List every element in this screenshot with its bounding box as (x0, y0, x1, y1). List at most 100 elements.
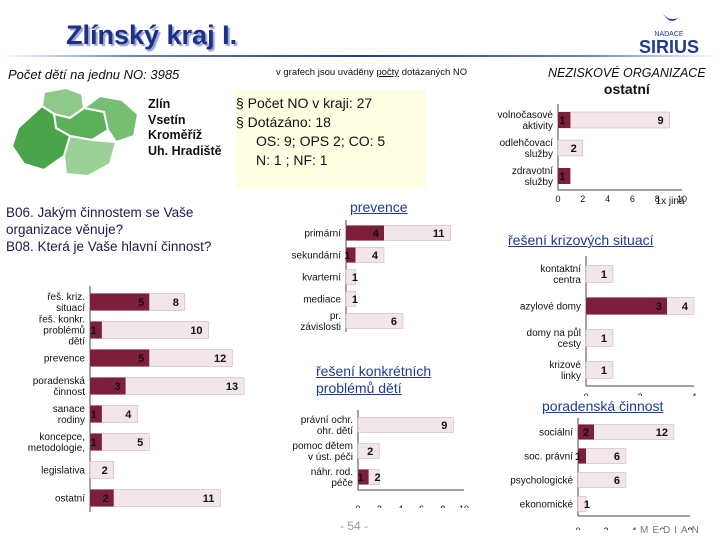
category-label: náhr. rod. péče (311, 467, 354, 489)
category-label: právní ochr. ohr. dětí (301, 415, 353, 437)
ngo-title-line2: ostatní (603, 81, 650, 97)
kids-per-ngo: Počet dětí na jednu NO: 3985 (8, 67, 180, 82)
bar-main (358, 469, 369, 485)
stats-line: OS: 9; OPS 2; CO: 5 (256, 133, 386, 149)
bar-main (578, 424, 594, 440)
category-label: koncepce, metodologie, (28, 432, 85, 454)
bar-main (586, 297, 667, 315)
chart-konkretni: právní ochr. ohr. dětí 9 pomoc dětem v úst. … (266, 408, 476, 514)
district-name: Zlín (148, 97, 171, 111)
x-tick-label: 0 (555, 194, 560, 204)
logo-name-text: SIRIUS (639, 37, 699, 57)
bar-total-label: 1 (601, 333, 607, 345)
bar-total (89, 461, 114, 479)
x-tick-label: 4 (605, 194, 610, 204)
bar-total-label: 11 (203, 493, 215, 505)
bar-main (346, 225, 384, 241)
x-tick-label: 0 (355, 504, 360, 508)
bar-total (557, 111, 670, 129)
map-region-south (62, 134, 118, 178)
category-label: řeš. kriz. situací (47, 292, 85, 314)
bar-total-label: 11 (433, 228, 445, 240)
page-title: Zlínský kraj I. (66, 20, 238, 50)
bar-total-label: 2 (374, 472, 380, 484)
category-label: domy na půl cesty (527, 327, 581, 350)
category-label: poradenská činnost (33, 376, 86, 398)
bar-total (557, 139, 584, 157)
bar-main-label: 1 (559, 171, 565, 183)
bar-main-label: 1 (344, 250, 350, 262)
x-tick-label: 2 (603, 526, 608, 530)
title-divider (0, 55, 720, 57)
bar-total (345, 269, 356, 285)
bar-main (558, 168, 571, 184)
stats-line: § Počet NO v kraji: 27 (236, 95, 373, 111)
bar-total (585, 329, 614, 347)
bar-main-label: 1 (575, 451, 581, 463)
category-label: kvarterní (302, 273, 341, 284)
chart-svg: volnočasové aktivity 1 9 odlehčovací služby 2 z… (497, 104, 687, 207)
bar-total-label: 2 (367, 446, 373, 458)
chart-note-post: dotázaných NO (399, 67, 468, 78)
bar-total (585, 265, 614, 283)
bar-main-label: 2 (583, 427, 589, 439)
chart-annotation: 1x jiná (656, 196, 685, 207)
chart-hlavni: řeš. kriz. situací 5 8 řeš. konkr. problémů dě… (6, 284, 268, 516)
survey-questions: B06. Jakým činnostem se Vaše organizace … (6, 204, 211, 255)
bar-total-label: 6 (614, 475, 620, 487)
ngo-title-line1: NEZISKOVÉ ORGANIZACE (548, 66, 706, 80)
stats-box: § Počet NO v kraji: 27 § Dotázáno: 18 OS… (236, 90, 426, 188)
bar-main (90, 293, 150, 311)
bar-main-label: 2 (103, 493, 109, 505)
bar-main (90, 489, 114, 507)
category-label: ostatní (55, 494, 85, 505)
bar-total-label: 1 (584, 499, 590, 511)
category-label: krizové linky (549, 360, 581, 382)
chart-note-underlined: počty (376, 67, 400, 78)
chart-prevence: primární 4 11 sekundární 1 4 kvarterní 1 mediace… (282, 218, 472, 340)
bar-total-label: 4 (682, 301, 689, 313)
bar-total (577, 472, 627, 488)
category-label: mediace (303, 295, 341, 306)
logo-top-text: NADACE (654, 31, 684, 38)
bar-total-label: 4 (372, 250, 379, 262)
question-b06-cont: organizace věnuje? (6, 222, 124, 237)
category-label: azylové domy (520, 302, 581, 313)
chart-title-konkretni: řešení konkrétních problémů dětí (316, 363, 432, 396)
bar-main-label: 1 (357, 472, 363, 484)
x-tick-label: 2 (580, 194, 585, 204)
chart-note: v grafech jsou uváděny počty dotázaných … (276, 67, 467, 78)
bar-main-label: 5 (138, 297, 144, 309)
bar-total-label: 1 (352, 294, 358, 306)
category-label: sekundární (292, 251, 342, 262)
bar-total-label: 12 (214, 353, 226, 365)
sirius-star-icon (662, 12, 678, 21)
bar-total-label: 1 (601, 269, 607, 281)
bar-total-label: 1 (352, 272, 358, 284)
category-label: odlehčovací služby (500, 138, 554, 160)
chart-krizove: kontaktní centra 1 azylové domy 3 4 domy na pů… (510, 254, 706, 402)
bar-total (357, 417, 454, 433)
chart-svg: právní ochr. ohr. dětí 9 pomoc dětem v úst. … (292, 410, 469, 514)
category-label: pr. závislosti (300, 311, 341, 333)
district-list: Zlín Vsetín Kroměříž Uh. Hradiště (148, 97, 222, 159)
bar-main (90, 321, 102, 339)
bar-main-label: 1 (91, 437, 97, 449)
bar-main-label: 3 (656, 301, 662, 313)
x-tick-label: 4 (398, 504, 403, 508)
bar-total (345, 291, 356, 307)
x-tick-label: 4 (631, 526, 636, 530)
bar-main-label: 5 (138, 353, 144, 365)
bar-total-label: 5 (137, 437, 143, 449)
bar-total-label: 12 (656, 427, 668, 439)
bar-total (577, 496, 587, 512)
bar-main (90, 377, 126, 395)
chart-title-poradenska: poradenská činnost (542, 398, 664, 414)
ngo-section-title: NEZISKOVÉ ORGANIZACE ostatní (548, 65, 706, 97)
category-label: prevence (44, 354, 86, 365)
category-label: řeš. konkr. problémů dětí (39, 315, 85, 348)
category-label: psychologické (510, 476, 573, 487)
bar-total-label: 2 (571, 143, 577, 155)
bar-total-label: 1 (601, 365, 607, 377)
district-name: Uh. Hradiště (148, 143, 222, 158)
